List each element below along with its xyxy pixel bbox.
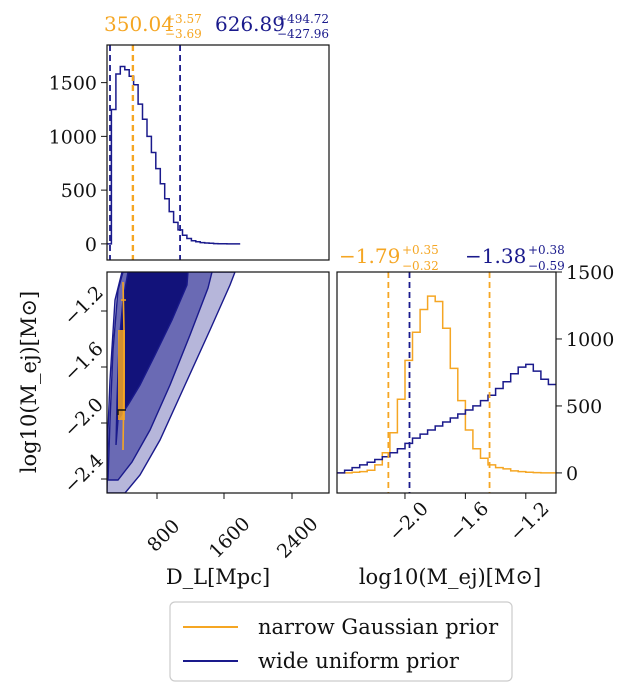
x-tick-label-2400: 2400 xyxy=(273,513,323,563)
dl-marginal-panel: 350.04 +3.57 −3.69 626.89 +494.72 −427.9… xyxy=(49,12,330,261)
mej-panel-frame xyxy=(336,271,557,494)
dl-y-tick-label-3: 1500 xyxy=(49,73,97,95)
dl-narrow-annotation: 350.04 +3.57 −3.69 xyxy=(104,12,202,41)
narrow-contour-edge xyxy=(117,409,126,415)
dl-y-tick-label-0: 0 xyxy=(85,234,97,256)
dl-panel-frame xyxy=(106,44,330,261)
mej-y-tick-label-3: 1500 xyxy=(566,262,614,284)
mej-y-tick-label-0: 0 xyxy=(566,463,578,485)
mej-wide-annotation: −1.38 +0.38 −0.59 xyxy=(465,243,565,273)
mej-wide-minus: −0.59 xyxy=(528,259,565,273)
mej-narrow-hist-line xyxy=(337,295,556,474)
dl-wide-value: 626.89 xyxy=(215,12,285,36)
mej-marginal-panel: −1.79 +0.35 −0.32 −1.38 +0.38 −0.59 0 500… xyxy=(336,243,614,589)
y-tick-label-3: −2.0 xyxy=(60,394,108,442)
legend-label-narrow: narrow Gaussian prior xyxy=(258,615,499,639)
mej-wide-hist-line xyxy=(337,363,556,474)
dl-y-tick-label-1: 500 xyxy=(61,180,97,202)
dl-y-tick-label-2: 1000 xyxy=(49,126,97,148)
y-tick-label-1: −1.2 xyxy=(60,282,108,330)
joint-y-ticks: −1.2 −1.6 −2.0 −2.4 xyxy=(60,282,108,498)
dl-wide-plus: +494.72 xyxy=(277,12,329,26)
mej-wide-value: −1.38 xyxy=(465,244,526,268)
dl-narrow-value: 350.04 xyxy=(104,12,174,36)
y-tick-label-4: −2.4 xyxy=(60,450,108,498)
dl-narrow-plus: +3.57 xyxy=(165,12,202,26)
mej-x-tick-label-1: −1.6 xyxy=(445,498,493,546)
mej-y-ticks: 0 500 1000 1500 xyxy=(556,262,614,485)
mej-y-tick-label-1: 500 xyxy=(566,396,602,418)
dl-y-ticks: 0 500 1000 1500 xyxy=(49,73,107,256)
mej-x-tick-label-0: −2.0 xyxy=(385,498,433,546)
joint-panel-frame xyxy=(106,271,330,494)
dl-wide-minus: −427.96 xyxy=(277,27,329,41)
x-tick-label-800: 800 xyxy=(143,515,184,556)
mej-x-axis-label: log10(M_ej)[M⊙] xyxy=(359,565,541,589)
dl-histograms xyxy=(107,45,241,260)
mej-narrow-annotation: −1.79 +0.35 −0.32 xyxy=(339,243,439,273)
joint-y-axis-label: log10(M_ej)[M⊙] xyxy=(17,291,41,473)
mej-x-tick-label-2: −1.2 xyxy=(505,498,553,546)
legend-box xyxy=(169,601,513,682)
joint-x-axis-label: D_L[Mpc] xyxy=(166,565,270,589)
mej-narrow-value: −1.79 xyxy=(339,244,400,268)
mej-wide-plus: +0.38 xyxy=(528,243,565,257)
joint-x-ticks: 800 1600 2400 xyxy=(143,493,323,563)
joint-panel: 800 1600 2400 −1.2 −1.6 −2.0 −2.4 D_L[Mp… xyxy=(17,271,330,589)
mej-y-tick-label-2: 1000 xyxy=(566,329,614,351)
legend-label-wide: wide uniform prior xyxy=(258,649,460,673)
mej-x-ticks: −2.0 −1.6 −1.2 xyxy=(385,493,554,546)
dl-wide-annotation: 626.89 +494.72 −427.96 xyxy=(215,12,329,41)
joint-contours xyxy=(107,272,236,493)
mej-narrow-minus: −0.32 xyxy=(402,259,439,273)
legend: narrow Gaussian prior wide uniform prior xyxy=(169,601,513,682)
dl-narrow-minus: −3.69 xyxy=(165,27,202,41)
narrow-contour-fill xyxy=(118,330,125,420)
y-tick-label-2: −1.6 xyxy=(60,338,108,386)
x-tick-label-1600: 1600 xyxy=(205,513,255,563)
mej-histograms xyxy=(337,272,556,493)
dl-wide-hist-line xyxy=(107,65,241,245)
mej-narrow-plus: +0.35 xyxy=(402,243,439,257)
